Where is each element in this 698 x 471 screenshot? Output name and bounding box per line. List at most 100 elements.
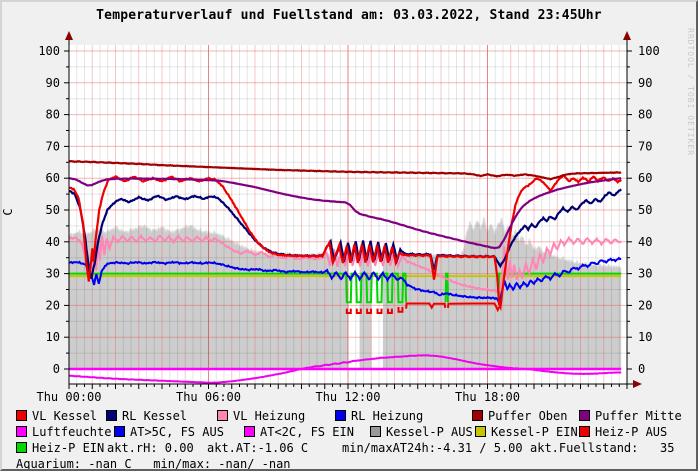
legend-item: VL Kessel bbox=[16, 409, 97, 425]
legend-label: akt.AT:-1.06 C bbox=[207, 441, 309, 455]
legend-label: akt.rH: 0.00 bbox=[107, 441, 194, 455]
svg-text:70: 70 bbox=[638, 139, 652, 153]
series-state-line bbox=[376, 308, 383, 314]
series-line bbox=[69, 233, 622, 293]
legend-item: RL Kessel bbox=[106, 409, 187, 425]
svg-text:90: 90 bbox=[638, 76, 652, 90]
series-layer bbox=[69, 159, 622, 384]
legend-swatch bbox=[472, 410, 483, 421]
legend-stat-text: min/maxAT24h:-4.31 / 5.00 bbox=[342, 441, 523, 457]
svg-text:50: 50 bbox=[638, 203, 652, 217]
series-state-line bbox=[447, 302, 501, 313]
legend-label: Heiz-P AUS bbox=[595, 425, 668, 439]
legend-item: Kessel-P AUS bbox=[370, 425, 473, 441]
legend-label: AT>5C, FS AUS bbox=[130, 425, 224, 439]
legend-swatch bbox=[475, 426, 486, 437]
legend-row: VL Kessel RL Kessel VL Heizung RL Heizung Pu… bbox=[2, 409, 696, 425]
legend-label: AT<2C, FS EIN bbox=[260, 425, 354, 439]
svg-text:20: 20 bbox=[46, 298, 60, 312]
legend-label: Kessel-P AUS bbox=[386, 425, 473, 439]
svg-text:Thu 06:00: Thu 06:00 bbox=[176, 390, 241, 404]
legend-item: Heiz-P AUS bbox=[579, 425, 667, 441]
svg-text:30: 30 bbox=[638, 267, 652, 281]
legend-row: Heiz-P EIN akt.rH: 0.00 akt.AT:-1.06 C min/… bbox=[2, 441, 696, 457]
legend-swatch bbox=[370, 426, 381, 437]
legend-label: Kessel-P EIN bbox=[491, 425, 578, 439]
legend-swatch bbox=[16, 442, 27, 453]
legend-label: RL Heizung bbox=[351, 409, 424, 423]
legend-label: Aquarium: -nan C min/max: -nan/ -nan bbox=[16, 457, 291, 471]
legend-swatch bbox=[16, 410, 27, 421]
series-state-line bbox=[444, 272, 449, 303]
svg-text:30: 30 bbox=[46, 267, 60, 281]
series-state-line bbox=[355, 308, 362, 314]
svg-text:20: 20 bbox=[638, 298, 652, 312]
legend-stat-text: akt.Fuellstand: 35 bbox=[530, 441, 675, 457]
svg-text:Thu 12:00: Thu 12:00 bbox=[315, 390, 380, 404]
legend-label: min/maxAT24h:-4.31 / 5.00 bbox=[342, 441, 523, 455]
svg-text:80: 80 bbox=[638, 108, 652, 122]
legend-item: Kessel-P EIN bbox=[475, 425, 578, 441]
legend-swatch bbox=[217, 410, 228, 421]
legend-label: Puffer Mitte bbox=[595, 409, 682, 423]
svg-text:100: 100 bbox=[638, 44, 660, 58]
legend-swatch bbox=[335, 410, 346, 421]
svg-text:90: 90 bbox=[46, 76, 60, 90]
svg-text:60: 60 bbox=[638, 171, 652, 185]
series-line bbox=[69, 159, 622, 181]
svg-text:100: 100 bbox=[38, 44, 60, 58]
chart-plot-area: 0 0 10 10 20 20 30 30 40 40 50 50 60 60 70 70 80 80 90 90 10… bbox=[36, 31, 660, 404]
rrdtool-watermark: RRDTOOL / TOBI OETIKER bbox=[686, 28, 695, 156]
legend-item: RL Heizung bbox=[335, 409, 423, 425]
series-state-line bbox=[405, 302, 447, 310]
legend-item: Puffer Oben bbox=[472, 409, 567, 425]
series-line bbox=[69, 174, 622, 312]
legend-label: VL Kessel bbox=[32, 409, 98, 423]
svg-text:Thu 18:00: Thu 18:00 bbox=[455, 390, 520, 404]
legend-swatch bbox=[244, 426, 255, 437]
legend-swatch bbox=[579, 426, 590, 437]
legend-label: Luftfeuchte bbox=[32, 425, 112, 439]
legend-item: Heiz-P EIN bbox=[16, 441, 104, 457]
legend-label: Heiz-P EIN bbox=[32, 441, 105, 455]
legend-swatch bbox=[579, 410, 590, 421]
legend-stat-text: akt.AT:-1.06 C bbox=[207, 441, 308, 457]
legend-label: akt.Fuellstand: 35 bbox=[530, 441, 675, 455]
axes-layer bbox=[64, 31, 642, 389]
svg-text:0: 0 bbox=[638, 362, 645, 376]
legend-label: RL Kessel bbox=[122, 409, 188, 423]
tick-labels: 0 0 10 10 20 20 30 30 40 40 50 50 60 60 70 70 80 80 90 90 10… bbox=[36, 44, 659, 404]
legend-item: AT<2C, FS EIN bbox=[244, 425, 354, 441]
svg-text:80: 80 bbox=[46, 108, 60, 122]
svg-text:50: 50 bbox=[46, 203, 60, 217]
legend-swatch bbox=[114, 426, 125, 437]
chart-title: Temperaturverlauf und Fuellstand am: 03.… bbox=[96, 8, 602, 23]
legend-label: VL Heizung bbox=[233, 409, 306, 423]
legend-swatch bbox=[16, 426, 27, 437]
legend-swatch bbox=[106, 410, 117, 421]
svg-text:10: 10 bbox=[638, 330, 652, 344]
series-line bbox=[69, 177, 622, 250]
grid-layer bbox=[68, 45, 628, 384]
legend-stat-text: Aquarium: -nan C min/max: -nan/ -nan bbox=[16, 457, 291, 471]
legend-stat-text: akt.rH: 0.00 bbox=[107, 441, 194, 457]
series-line bbox=[69, 256, 622, 304]
series-state-line bbox=[387, 308, 393, 314]
legend-item: Puffer Mitte bbox=[579, 409, 682, 425]
svg-text:0: 0 bbox=[53, 362, 60, 376]
legend-item: AT>5C, FS AUS bbox=[114, 425, 224, 441]
svg-text:10: 10 bbox=[46, 330, 60, 344]
legend-item: Luftfeuchte bbox=[16, 425, 111, 441]
series-area bbox=[359, 252, 372, 369]
series-state-line bbox=[345, 308, 352, 314]
series-state-line bbox=[366, 308, 372, 314]
svg-text:Thu 00:00: Thu 00:00 bbox=[36, 390, 101, 404]
legend-row: Luftfeuchte AT>5C, FS AUS AT<2C, FS EIN Kes… bbox=[2, 425, 696, 441]
series-state-line bbox=[397, 307, 404, 313]
svg-text:70: 70 bbox=[46, 139, 60, 153]
legend-label: Puffer Oben bbox=[488, 409, 568, 423]
legend-item: VL Heizung bbox=[217, 409, 305, 425]
svg-text:40: 40 bbox=[638, 235, 652, 249]
svg-text:40: 40 bbox=[46, 235, 60, 249]
